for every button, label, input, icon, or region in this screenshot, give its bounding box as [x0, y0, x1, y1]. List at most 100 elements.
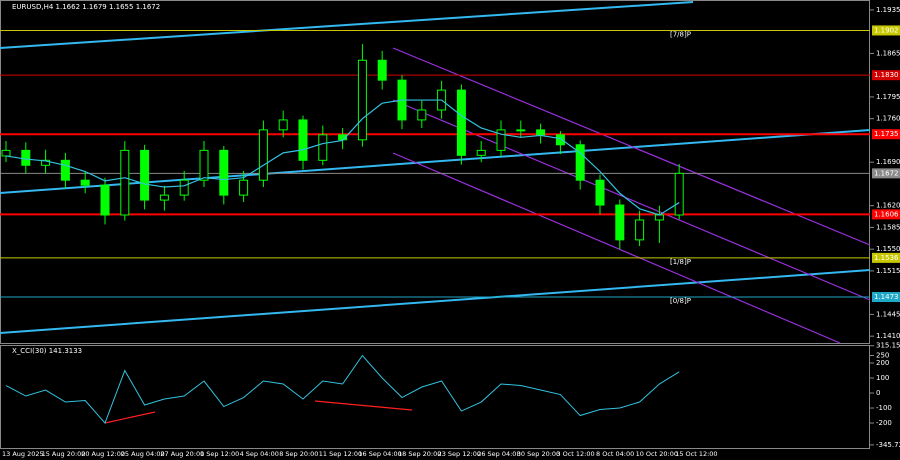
indicator-tick-label: -100	[876, 404, 892, 412]
y-tick-label: 1.1445	[876, 310, 900, 318]
indicator-tick-label: 200	[876, 359, 889, 367]
y-tick-label: 1.1585	[876, 223, 900, 231]
candle-body	[357, 59, 367, 141]
indicator-tick-label: -345.7250	[876, 441, 900, 449]
candle-body	[140, 149, 150, 201]
indicator-tick-label: 100	[876, 374, 889, 382]
candle-body	[654, 214, 664, 221]
x-tick-label: 30 Sep 20:00	[517, 450, 560, 458]
candle-body	[536, 129, 546, 136]
x-tick-label: 1 Sep 12:00	[200, 450, 239, 458]
level-label: 1.1672	[874, 169, 899, 177]
y-tick-label: 1.1795	[876, 93, 900, 101]
candle-body	[377, 59, 387, 81]
candle-body	[21, 149, 31, 166]
y-tick-label: 1.1935	[876, 6, 900, 14]
y-tick-label: 1.1760	[876, 115, 900, 123]
candle-body	[60, 159, 70, 181]
level-box	[872, 70, 900, 81]
candle-body	[496, 129, 506, 151]
indicator-tick-label: 0	[876, 389, 880, 397]
x-tick-label: 27 Aug 20:00	[160, 450, 204, 458]
candle-body	[239, 179, 249, 196]
level-label: 1.1735	[874, 130, 899, 138]
candle-body	[219, 149, 229, 196]
candle-body	[179, 179, 189, 196]
x-tick-label: 4 Sep 04:00	[240, 450, 279, 458]
trend-line	[0, 129, 871, 194]
moving-average	[5, 99, 680, 216]
indicator-tick-label: -200	[876, 419, 892, 427]
level-box	[872, 252, 900, 263]
candle-body	[318, 134, 328, 161]
level-tag: [1/8]P	[670, 258, 691, 266]
level-label: 1.1536	[874, 254, 899, 262]
divergence-line	[104, 411, 156, 424]
level-box	[872, 168, 900, 179]
level-tag: [0/8]P	[670, 297, 691, 305]
candle-body	[516, 129, 526, 132]
x-tick-label: 8 Sep 20:00	[279, 450, 318, 458]
cci-line	[5, 354, 680, 424]
indicator-tick-label: 315.1542	[876, 342, 900, 350]
divergence-line	[314, 400, 413, 411]
level-box	[872, 292, 900, 303]
y-tick-label: 1.1690	[876, 158, 900, 166]
candle-body	[417, 109, 427, 121]
candle-body	[298, 119, 308, 161]
trend-line	[0, 1, 694, 49]
x-tick-label: 15 Oct 12:00	[675, 450, 717, 458]
x-tick-label: 11 Sep 12:00	[319, 450, 362, 458]
x-tick-label: 8 Oct 04:00	[596, 450, 634, 458]
price-frame	[0, 0, 870, 344]
y-tick-label: 1.1620	[876, 202, 900, 210]
candle-body	[674, 172, 684, 216]
y-tick-label: 1.1865	[876, 49, 900, 57]
y-tick-label: 1.1550	[876, 245, 900, 253]
candle-body	[258, 129, 268, 181]
candle-body	[555, 134, 565, 146]
x-tick-label: 13 Aug 2025	[2, 450, 44, 458]
candle-body	[80, 179, 90, 186]
candle-body	[615, 204, 625, 241]
level-box	[872, 25, 900, 36]
indicator-tick-label: 250	[876, 352, 889, 360]
level-label: 1.1830	[874, 71, 899, 79]
x-tick-label: 3 Oct 12:00	[556, 450, 594, 458]
candle-body	[120, 149, 130, 216]
level-box	[872, 209, 900, 220]
candle-body	[41, 159, 51, 166]
x-tick-label: 10 Oct 20:00	[636, 450, 678, 458]
indicator-frame	[0, 345, 870, 449]
y-tick-label: 1.1515	[876, 267, 900, 275]
candle-body	[278, 119, 288, 131]
candle-body	[1, 149, 11, 157]
level-label: 1.1902	[874, 26, 899, 34]
level-tag: [7/8]P	[670, 30, 691, 38]
candle-body	[635, 219, 645, 241]
candle-body	[199, 149, 209, 181]
x-tick-label: 26 Sep 04:00	[477, 450, 520, 458]
channel-line	[392, 152, 841, 344]
level-label: 1.1606	[874, 210, 899, 218]
x-tick-label: 18 Sep 20:00	[398, 450, 441, 458]
channel-line	[392, 47, 871, 246]
trend-line	[0, 269, 871, 334]
x-tick-label: 20 Aug 12:00	[81, 450, 125, 458]
chart-title: EURUSD,H4 1.1662 1.1679 1.1655 1.1672	[12, 3, 160, 11]
indicator-title: X_CCI(30) 141.3133	[12, 347, 82, 355]
x-tick-label: 23 Sep 12:00	[438, 450, 481, 458]
candle-body	[595, 179, 605, 206]
candle-body	[575, 144, 585, 181]
x-tick-label: 25 Aug 04:00	[121, 450, 165, 458]
candle-body	[100, 184, 110, 216]
x-tick-label: 15 Aug 20:00	[42, 450, 86, 458]
y-tick-label: 1.1410	[876, 332, 900, 340]
candle-body	[476, 149, 486, 156]
x-tick-label: 16 Sep 04:00	[358, 450, 401, 458]
level-label: 1.1473	[874, 293, 899, 301]
candle-body	[159, 194, 169, 201]
candle-body	[456, 89, 466, 156]
level-box	[872, 129, 900, 140]
